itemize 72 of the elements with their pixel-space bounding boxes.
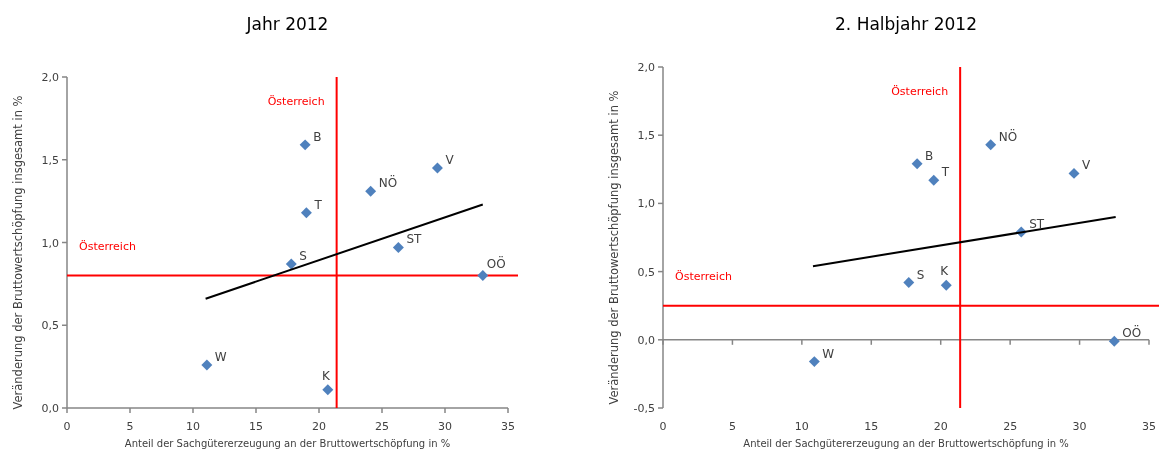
x-tick-label: 5 — [728, 420, 736, 433]
point — [1108, 335, 1120, 347]
x-tick-label: 30 — [438, 420, 452, 433]
point — [431, 162, 443, 174]
x-tick-label: 20 — [933, 420, 948, 433]
annotation: ST — [406, 232, 422, 247]
x-axis-title: Anteil der Sachgütererzeugung an der Bruttowertschöpfung in % — [124, 438, 451, 449]
y-tick-label: 0,0 — [637, 333, 655, 347]
annotation: V — [445, 153, 455, 168]
point — [808, 356, 820, 368]
point — [300, 207, 312, 219]
y-axis-title: Veränderung der Bruttowertschöpfung insgesamt in % — [11, 95, 25, 410]
annotation: NÖ — [998, 127, 1018, 144]
x-tick-label: 35 — [1142, 420, 1156, 433]
x-tick-label: 15 — [864, 420, 879, 433]
ref-line-label: Österreich — [891, 85, 949, 98]
y-tick-label: 1,5 — [41, 153, 59, 167]
annotation: T — [940, 165, 950, 180]
annotation: K — [321, 368, 331, 383]
point — [365, 185, 377, 197]
point — [985, 139, 997, 151]
point — [392, 241, 404, 253]
y-tick-label: 1,5 — [637, 129, 655, 143]
annotation: B — [313, 129, 322, 144]
y-tick-label: 0,0 — [41, 402, 59, 415]
annotation: W — [822, 346, 835, 361]
x-axis-title: Anteil der Sachgütererzeugung an der Bruttowertschöpfung in % — [743, 438, 1069, 449]
y-tick-label: 0,5 — [41, 319, 59, 333]
point — [477, 270, 489, 282]
point — [322, 384, 334, 396]
y-tick-label: 0,5 — [637, 265, 655, 279]
ref-line-label: Österreich — [675, 269, 732, 283]
y-tick-label: -0,5 — [633, 402, 655, 415]
annotation: NÖ — [378, 174, 398, 191]
x-tick-label: 10 — [186, 420, 200, 433]
annotation: T — [313, 197, 323, 212]
point — [299, 139, 311, 151]
y-axis-title: Veränderung der Bruttowertschöpfung insgesamt in % — [607, 90, 621, 405]
ref-line-label: Österreich — [267, 95, 325, 108]
annotation: ST — [1029, 217, 1045, 232]
point — [903, 277, 915, 288]
x-tick-label: 15 — [249, 420, 263, 433]
y-tick-label: 2,0 — [637, 61, 655, 74]
annotation: V — [1082, 158, 1092, 173]
annotation: B — [925, 148, 934, 163]
x-tick-label: 25 — [1003, 420, 1018, 433]
point — [940, 279, 952, 291]
x-tick-label: 35 — [501, 420, 515, 433]
point — [201, 359, 213, 371]
x-tick-label: 5 — [126, 420, 134, 433]
ref-line-label: Österreich — [79, 239, 136, 253]
x-tick-label: 25 — [375, 420, 389, 433]
annotation: OÖ — [486, 254, 506, 271]
x-tick-label: 10 — [794, 420, 809, 433]
x-tick-label: 20 — [312, 420, 326, 433]
y-tick-label: 2,0 — [41, 71, 59, 84]
y-tick-label: 1,0 — [637, 197, 655, 211]
x-tick-label: 0 — [659, 420, 667, 433]
chart-title: 2. Halbjahr 2012 — [835, 14, 977, 34]
annotation: S — [916, 267, 925, 282]
point — [928, 174, 940, 186]
annotation: OÖ — [1122, 324, 1142, 341]
annotation: W — [214, 349, 227, 364]
point — [1068, 167, 1080, 179]
point — [285, 258, 297, 270]
x-tick-label: 30 — [1072, 420, 1087, 433]
y-tick-label: 1,0 — [41, 236, 59, 250]
x-tick-label: 0 — [63, 420, 71, 433]
annotation: S — [299, 249, 307, 264]
point — [911, 158, 923, 170]
annotation: K — [940, 264, 950, 279]
chart-title: Jahr 2012 — [245, 14, 329, 34]
